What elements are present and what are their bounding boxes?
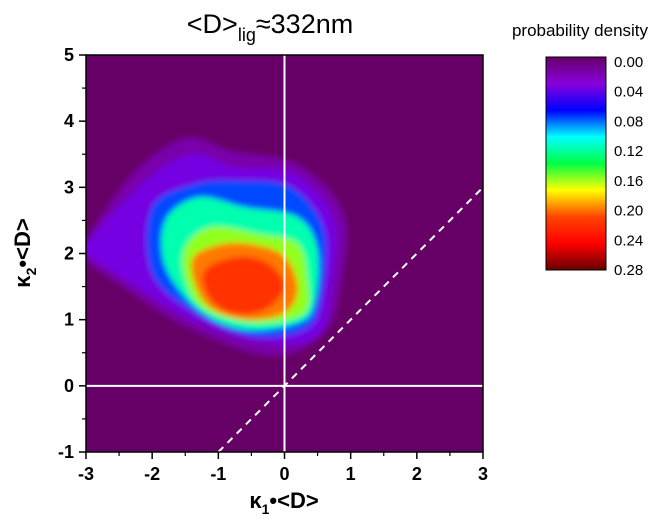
plot-area — [85, 54, 484, 453]
colorbar-tick-label: 0.16 — [614, 173, 643, 190]
colorbar-tick-label: 0.12 — [614, 143, 643, 160]
chart-title: <D>lig≈332nm — [187, 9, 353, 45]
x-tick-label: -2 — [144, 464, 160, 484]
y-tick-label: 2 — [64, 244, 74, 264]
y-axis-label: κ2•<D> — [10, 218, 39, 287]
colorbar-tick-label: 0.24 — [614, 232, 643, 249]
colorbar-tick-label: 0.28 — [614, 262, 643, 279]
y-tick-label: 4 — [64, 111, 74, 131]
x-axis-label-rest: •<D> — [269, 488, 318, 513]
x-tick-label: -1 — [210, 464, 226, 484]
colorbar-bar — [545, 56, 607, 271]
colorbar-tick-label: 0.04 — [614, 84, 643, 101]
chart-title-main: <D> — [187, 9, 238, 39]
x-axis-label-sub: 1 — [262, 501, 270, 517]
colorbar-tick-label: 0.20 — [614, 203, 643, 220]
x-tick-label: -3 — [78, 464, 94, 484]
y-axis-label-main: κ — [10, 275, 35, 288]
x-tick-label: 3 — [478, 464, 488, 484]
density-contours — [86, 136, 348, 357]
colorbar: probability density 0.00 0.04 0.08 0.12 0.16… — [512, 21, 649, 279]
y-tick-label: 5 — [64, 45, 74, 65]
y-tick-label: -1 — [58, 442, 74, 462]
density-contour-6 — [202, 256, 285, 315]
colorbar-tick-label: 0.08 — [614, 113, 643, 130]
reference-lines — [86, 55, 483, 452]
y-tick-label: 1 — [64, 310, 74, 330]
colorbar-title: probability density — [512, 21, 649, 40]
y-tick-label: 3 — [64, 177, 74, 197]
y-axis-label-rest: •<D> — [10, 218, 35, 267]
x-tick-label: 2 — [412, 464, 422, 484]
colorbar-tick-label: 0.00 — [614, 54, 643, 71]
x-tick-label: 1 — [346, 464, 356, 484]
chart-title-rest: ≈332nm — [256, 9, 353, 39]
y-axis-label-sub: 2 — [23, 267, 39, 275]
reference-line-diagonal — [217, 186, 483, 452]
colorbar-ticks: 0.00 0.04 0.08 0.12 0.16 0.20 0.24 0.28 — [614, 54, 643, 279]
chart-title-sub: lig — [238, 25, 256, 45]
x-tick-label: 0 — [279, 464, 289, 484]
y-tick-label: 0 — [64, 376, 74, 396]
x-axis-label-main: κ — [249, 488, 262, 513]
x-axis-label: κ1•<D> — [249, 488, 318, 517]
axes: -3 -2 -1 0 1 2 3 -1 0 1 2 3 4 5 — [58, 45, 488, 484]
